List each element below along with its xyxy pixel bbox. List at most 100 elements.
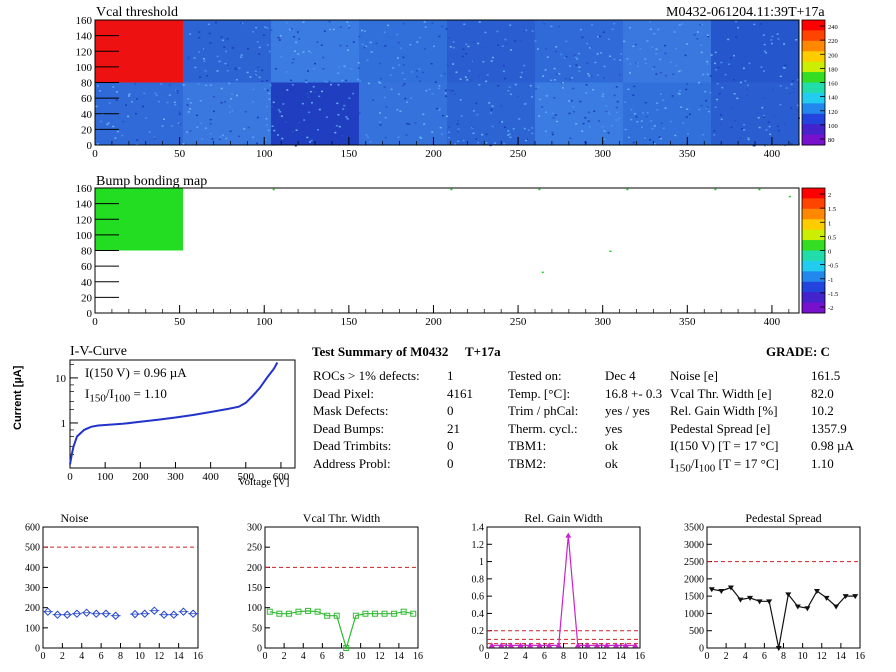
pixel-speckle <box>720 118 723 120</box>
pixel-speckle <box>307 70 309 72</box>
pixel-speckle <box>598 35 601 38</box>
pixel-speckle <box>383 31 386 33</box>
pixel-speckle <box>591 24 594 26</box>
pixel-speckle <box>230 98 233 100</box>
pixel-speckle <box>285 22 288 24</box>
roc-block <box>183 82 271 145</box>
palette-band <box>802 20 825 31</box>
pixel-speckle <box>206 75 209 77</box>
pixel-speckle <box>161 125 164 127</box>
pixel-speckle <box>208 32 211 35</box>
pixel-speckle <box>664 44 666 47</box>
palette-band <box>802 51 825 63</box>
data-point <box>343 645 350 651</box>
pixel-speckle <box>358 112 361 114</box>
pixel-speckle <box>698 108 701 111</box>
pixel-speckle <box>608 113 611 115</box>
pixel-speckle <box>724 73 727 76</box>
pixel-speckle <box>629 72 631 74</box>
pixel-speckle <box>555 46 558 48</box>
pixel-speckle <box>555 50 558 53</box>
y-tick-label: 160 <box>76 15 93 27</box>
pixel-speckle <box>550 25 553 28</box>
pixel-speckle <box>155 94 158 97</box>
pixel-speckle <box>542 75 544 77</box>
pixel-speckle <box>379 62 382 65</box>
y-tick-label: 140 <box>76 31 93 43</box>
pixel-speckle <box>706 63 709 65</box>
pixel-speckle <box>585 84 588 86</box>
y-tick-label: 600 <box>25 523 40 534</box>
y-tick-label: 1.4 <box>472 523 485 534</box>
pixel-speckle <box>418 80 421 82</box>
pixel-speckle <box>359 80 362 82</box>
pixel-speckle <box>187 58 190 60</box>
pixel-speckle <box>730 106 733 109</box>
pixel-speckle <box>793 91 795 94</box>
pixel-speckle <box>554 114 557 116</box>
pixel-speckle <box>679 69 682 72</box>
x-tick-label: 0 <box>41 651 46 662</box>
summary-value: 16.8 +- 0.3 <box>605 385 663 401</box>
pixel-speckle <box>627 88 630 91</box>
pixel-speckle <box>579 28 582 31</box>
data-point <box>324 612 331 619</box>
pixel-speckle <box>189 130 192 132</box>
pixel-speckle <box>629 63 632 65</box>
x-tick-label: 100 <box>256 316 273 328</box>
data-point <box>410 610 417 617</box>
pixel-speckle <box>234 68 237 70</box>
pixel-speckle <box>203 58 205 60</box>
pixel-speckle <box>674 47 677 50</box>
pixel-speckle <box>209 84 212 86</box>
pixel-speckle <box>352 41 355 43</box>
pixel-speckle <box>154 92 157 95</box>
data-point <box>603 642 610 648</box>
data-point <box>842 594 849 600</box>
summary-value: 0.98 µA <box>811 438 854 453</box>
pixel-speckle <box>364 46 367 49</box>
pixel-speckle <box>189 102 192 104</box>
x-tick-label: 400 <box>764 316 781 328</box>
pixel-speckle <box>441 25 444 28</box>
pixel-speckle <box>776 33 779 35</box>
roc-block <box>359 20 447 83</box>
pixel-speckle <box>265 124 268 126</box>
x-tick-label: 10 <box>356 651 366 662</box>
iv-xlabel: Voltage [V] <box>238 476 290 488</box>
pixel-speckle <box>187 98 190 100</box>
pixel-speckle <box>607 38 610 41</box>
x-tick-label: 12 <box>375 651 385 662</box>
y-tick-label: 0.8 <box>472 574 485 585</box>
summary-value: Dec 4 <box>605 368 636 383</box>
pixel-speckle <box>507 134 510 136</box>
pixel-speckle <box>200 122 203 125</box>
pixel-speckle <box>309 141 311 143</box>
pixel-speckle <box>664 107 667 109</box>
pixel-speckle <box>295 129 298 131</box>
pixel-speckle <box>491 56 494 59</box>
x-tick-label: 12 <box>817 651 827 662</box>
pixel-speckle <box>757 117 760 119</box>
pixel-speckle <box>587 120 590 122</box>
pixel-speckle <box>337 72 340 74</box>
x-tick-label: 4 <box>79 651 84 662</box>
pixel-speckle <box>613 58 616 61</box>
roc-block <box>447 20 535 83</box>
y-tick-label: 3000 <box>684 540 704 551</box>
pixel-speckle <box>587 111 590 114</box>
data-point <box>756 599 763 605</box>
pixel-speckle <box>457 140 460 143</box>
pixel-speckle <box>581 130 584 132</box>
pixel-speckle <box>551 112 554 115</box>
pixel-speckle <box>658 136 661 138</box>
pixel-speckle <box>586 62 589 64</box>
pixel-speckle <box>209 133 212 135</box>
pixel-speckle <box>178 123 181 125</box>
pixel-speckle <box>314 62 316 65</box>
roc-block <box>359 82 447 145</box>
pixel-speckle <box>456 123 459 125</box>
pixel-speckle <box>277 109 280 111</box>
pixel-speckle <box>410 97 412 99</box>
pixel-speckle <box>112 86 115 88</box>
